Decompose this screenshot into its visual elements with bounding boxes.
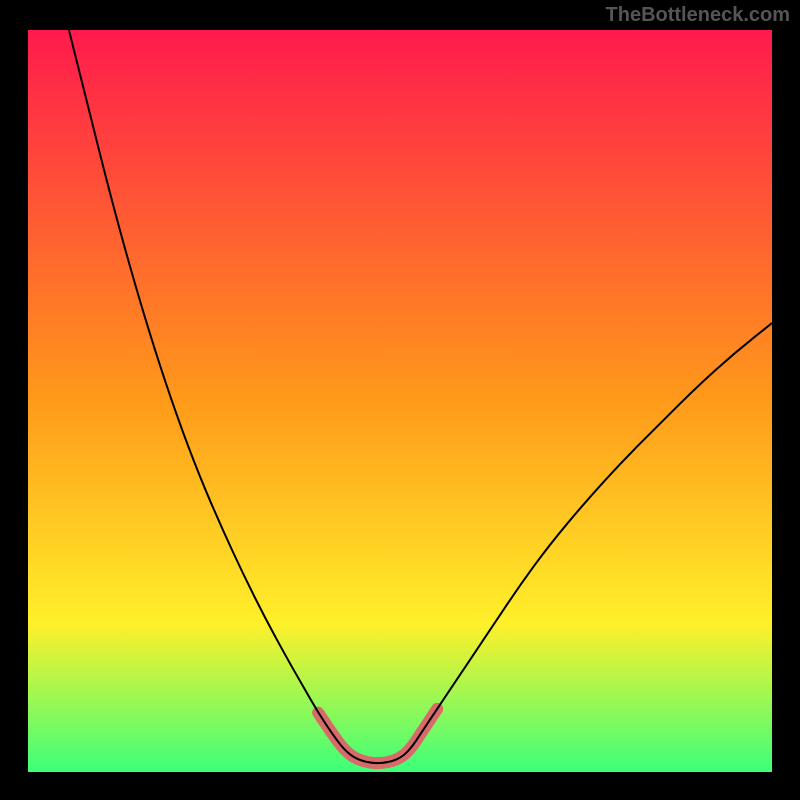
chart-svg [28,30,772,772]
main-curve [69,30,772,763]
watermark-text: TheBottleneck.com [606,4,790,27]
chart-plot-area [28,30,772,772]
